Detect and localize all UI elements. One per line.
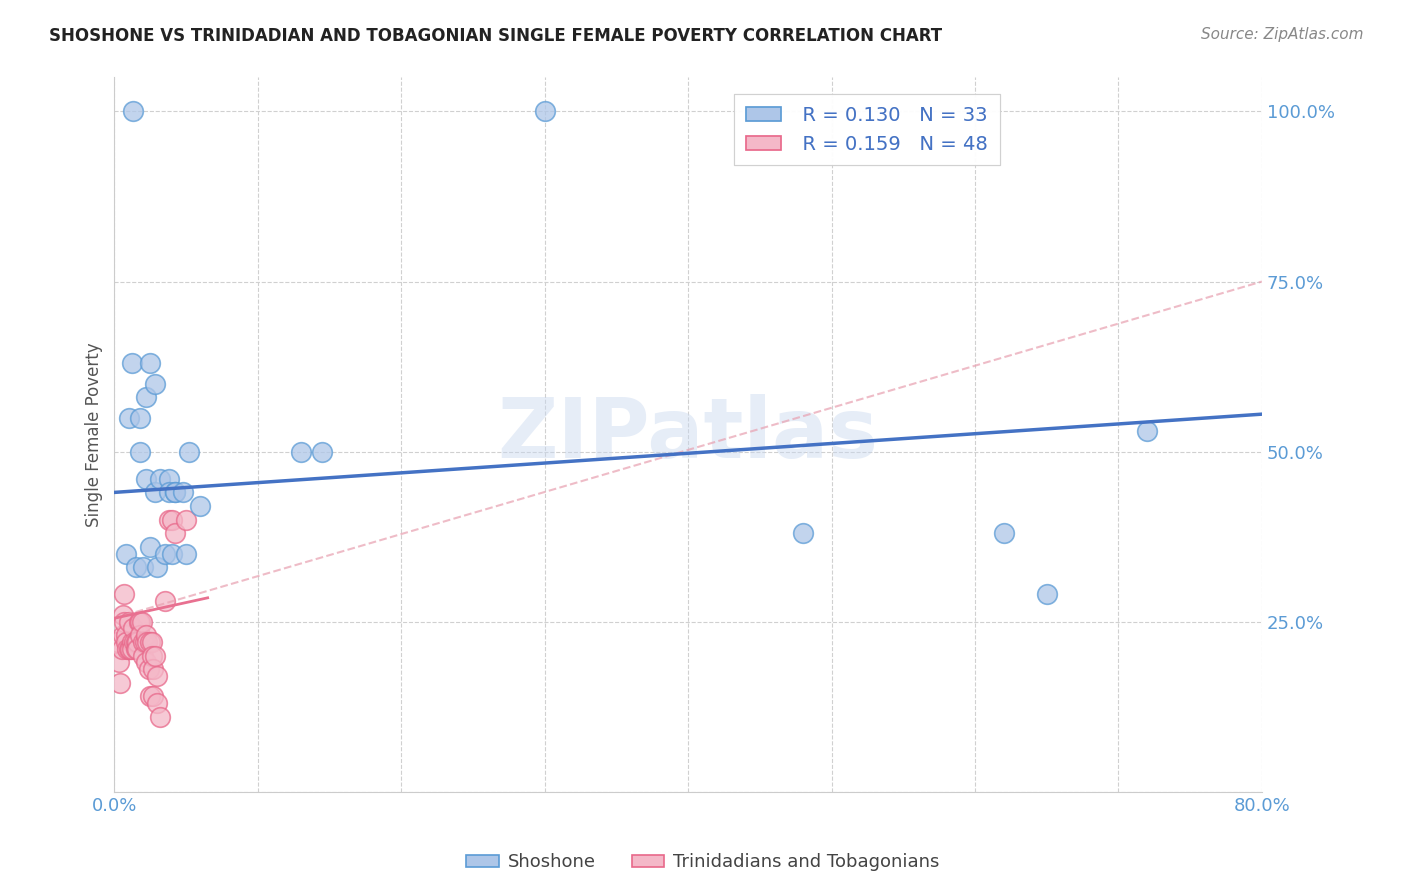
- Point: [114, 587, 136, 601]
- Point: [142, 690, 165, 704]
- Point: [163, 485, 186, 500]
- Point: [115, 628, 138, 642]
- Text: SHOSHONE VS TRINIDADIAN AND TOBAGONIAN SINGLE FEMALE POVERTY CORRELATION CHART: SHOSHONE VS TRINIDADIAN AND TOBAGONIAN S…: [49, 27, 942, 45]
- Point: [135, 390, 157, 404]
- Point: [121, 641, 143, 656]
- Point: [129, 628, 152, 642]
- Point: [160, 513, 183, 527]
- Point: [134, 635, 156, 649]
- Point: [128, 615, 150, 629]
- Point: [139, 690, 162, 704]
- Point: [146, 696, 169, 710]
- Point: [129, 615, 152, 629]
- Point: [174, 547, 197, 561]
- Point: [149, 710, 172, 724]
- Point: [139, 635, 162, 649]
- Point: [311, 444, 333, 458]
- Point: [122, 622, 145, 636]
- Point: [157, 513, 180, 527]
- Point: [163, 526, 186, 541]
- Point: [157, 472, 180, 486]
- Point: [141, 635, 163, 649]
- Point: [107, 656, 129, 670]
- Point: [792, 526, 814, 541]
- Text: ZIPatlas: ZIPatlas: [498, 394, 879, 475]
- Point: [132, 648, 155, 663]
- Point: [118, 410, 141, 425]
- Point: [993, 526, 1015, 541]
- Point: [110, 641, 132, 656]
- Point: [172, 485, 194, 500]
- Point: [146, 560, 169, 574]
- Point: [143, 648, 166, 663]
- Point: [138, 662, 160, 676]
- Point: [108, 676, 131, 690]
- Text: Source: ZipAtlas.com: Source: ZipAtlas.com: [1201, 27, 1364, 42]
- Point: [118, 615, 141, 629]
- Point: [132, 635, 155, 649]
- Point: [139, 540, 162, 554]
- Point: [160, 547, 183, 561]
- Point: [115, 635, 138, 649]
- Point: [125, 560, 148, 574]
- Point: [114, 615, 136, 629]
- Point: [135, 656, 157, 670]
- Point: [105, 635, 128, 649]
- Point: [127, 635, 149, 649]
- Point: [163, 485, 186, 500]
- Point: [533, 104, 555, 119]
- Point: [117, 641, 139, 656]
- Point: [142, 662, 165, 676]
- Point: [143, 376, 166, 391]
- Point: [146, 669, 169, 683]
- Point: [131, 615, 153, 629]
- Point: [153, 547, 176, 561]
- Point: [153, 594, 176, 608]
- Point: [1035, 587, 1057, 601]
- Point: [125, 641, 148, 656]
- Point: [190, 499, 212, 513]
- Point: [111, 607, 134, 622]
- Point: [136, 635, 159, 649]
- Point: [121, 635, 143, 649]
- Point: [122, 104, 145, 119]
- Legend: Shoshone, Trinidadians and Tobagonians: Shoshone, Trinidadians and Tobagonians: [458, 847, 948, 879]
- Point: [129, 410, 152, 425]
- Point: [111, 628, 134, 642]
- Y-axis label: Single Female Poverty: Single Female Poverty: [86, 343, 103, 527]
- Point: [1136, 424, 1159, 438]
- Point: [135, 472, 157, 486]
- Point: [127, 641, 149, 656]
- Point: [132, 560, 155, 574]
- Point: [139, 356, 162, 370]
- Point: [290, 444, 312, 458]
- Point: [115, 547, 138, 561]
- Point: [120, 641, 142, 656]
- Point: [157, 485, 180, 500]
- Point: [177, 444, 200, 458]
- Point: [125, 635, 148, 649]
- Point: [129, 444, 152, 458]
- Point: [149, 472, 172, 486]
- Point: [174, 513, 197, 527]
- Point: [118, 641, 141, 656]
- Point: [121, 356, 143, 370]
- Point: [143, 485, 166, 500]
- Point: [124, 635, 146, 649]
- Point: [141, 648, 163, 663]
- Point: [135, 628, 157, 642]
- Legend:   R = 0.130   N = 33,   R = 0.159   N = 48: R = 0.130 N = 33, R = 0.159 N = 48: [734, 95, 1000, 165]
